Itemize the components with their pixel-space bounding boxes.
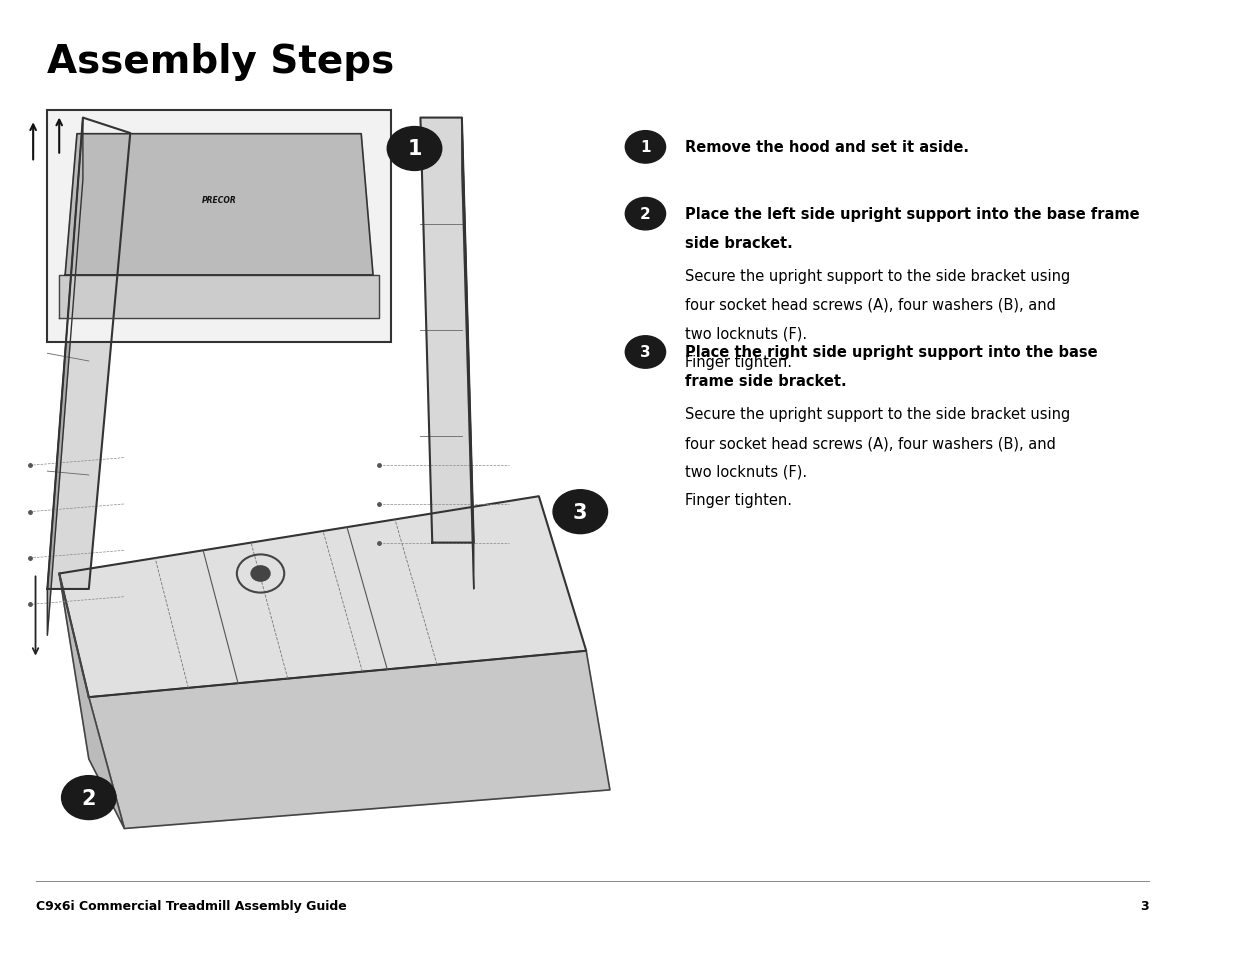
Polygon shape xyxy=(420,118,474,543)
Text: Finger tighten.: Finger tighten. xyxy=(684,493,792,508)
Text: 2: 2 xyxy=(82,788,96,808)
Circle shape xyxy=(625,336,666,369)
Text: Place the right side upright support into the base: Place the right side upright support int… xyxy=(684,345,1097,360)
Text: two locknuts (F).: two locknuts (F). xyxy=(684,464,806,479)
Text: 3: 3 xyxy=(640,345,651,360)
Polygon shape xyxy=(59,275,379,318)
Text: Place the left side upright support into the base frame: Place the left side upright support into… xyxy=(684,207,1139,222)
Text: Finger tighten.: Finger tighten. xyxy=(684,355,792,370)
FancyBboxPatch shape xyxy=(47,111,390,342)
Text: Secure the upright support to the side bracket using: Secure the upright support to the side b… xyxy=(684,269,1070,284)
Text: four socket head screws (A), four washers (B), and: four socket head screws (A), four washer… xyxy=(684,297,1056,313)
Text: Assembly Steps: Assembly Steps xyxy=(47,43,395,81)
Circle shape xyxy=(553,490,608,534)
Text: PRECOR: PRECOR xyxy=(201,195,236,205)
Text: C9x6i Commercial Treadmill Assembly Guide: C9x6i Commercial Treadmill Assembly Guid… xyxy=(36,899,346,912)
Polygon shape xyxy=(59,497,587,698)
Circle shape xyxy=(625,132,666,164)
Text: Remove the hood and set it aside.: Remove the hood and set it aside. xyxy=(684,140,968,155)
Text: 3: 3 xyxy=(1140,899,1149,912)
Circle shape xyxy=(625,198,666,231)
Text: 1: 1 xyxy=(640,140,651,155)
Polygon shape xyxy=(47,118,130,589)
Text: four socket head screws (A), four washers (B), and: four socket head screws (A), four washer… xyxy=(684,436,1056,451)
Text: frame side bracket.: frame side bracket. xyxy=(684,374,846,389)
Text: 3: 3 xyxy=(573,502,588,522)
Text: 1: 1 xyxy=(408,139,421,159)
Polygon shape xyxy=(47,118,83,636)
Text: two locknuts (F).: two locknuts (F). xyxy=(684,326,806,341)
Polygon shape xyxy=(65,134,373,275)
Polygon shape xyxy=(59,574,125,828)
Text: 2: 2 xyxy=(640,207,651,222)
Circle shape xyxy=(62,776,116,820)
Text: side bracket.: side bracket. xyxy=(684,235,793,251)
Circle shape xyxy=(388,128,442,172)
Circle shape xyxy=(251,566,270,581)
Polygon shape xyxy=(462,118,474,589)
Text: Secure the upright support to the side bracket using: Secure the upright support to the side b… xyxy=(684,407,1070,422)
Polygon shape xyxy=(89,651,610,828)
